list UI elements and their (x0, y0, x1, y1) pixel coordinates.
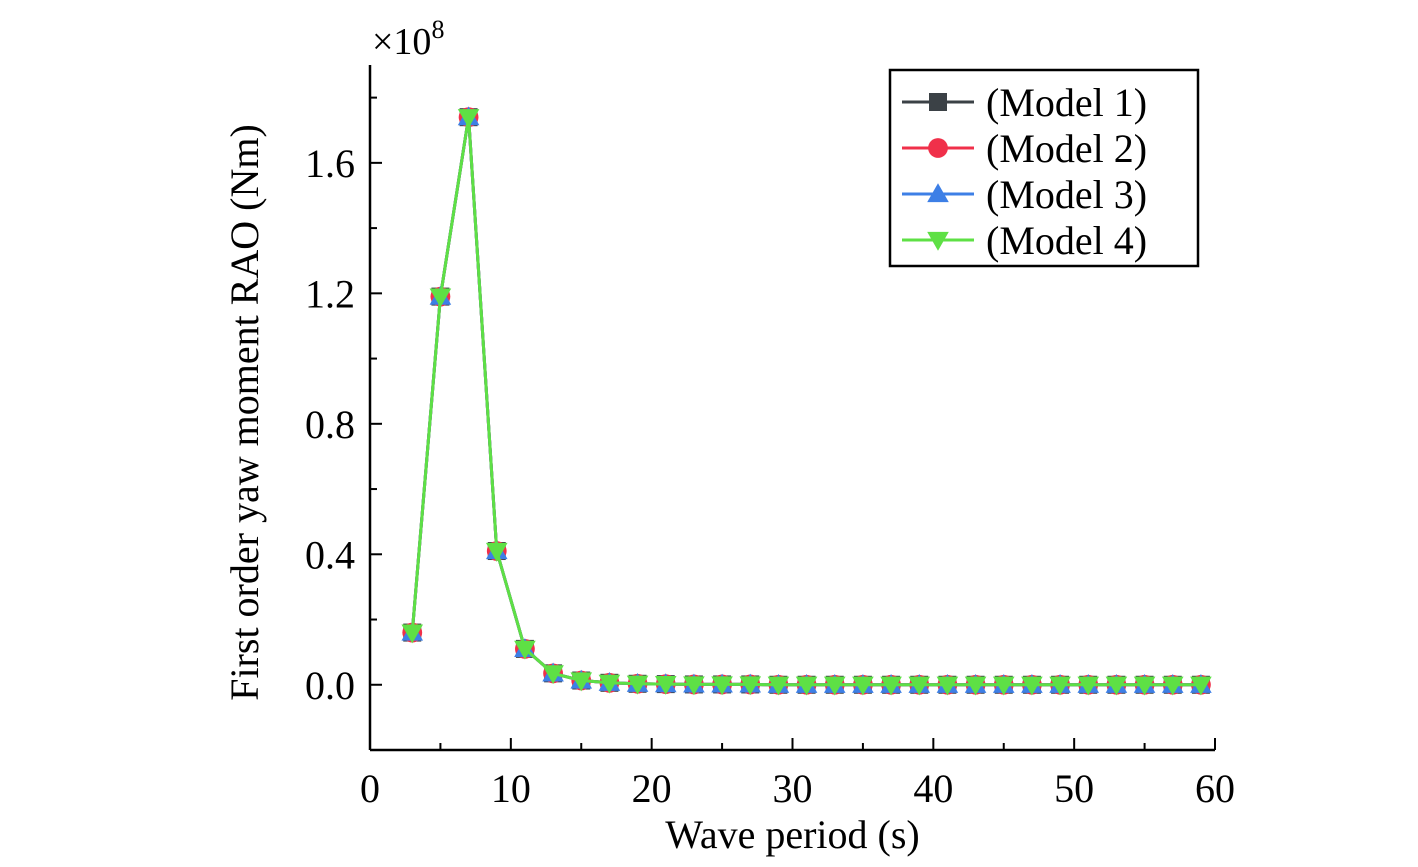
legend-label: (Model 1) (986, 80, 1147, 125)
legend-item: (Model 1) (902, 80, 1147, 125)
legend-label: (Model 3) (986, 172, 1147, 217)
y-multiplier-base: ×10 (372, 21, 431, 63)
data-point (1133, 676, 1156, 696)
x-tick-label: 30 (773, 766, 813, 811)
data-point (964, 676, 987, 696)
legend-marker (928, 138, 948, 158)
data-point (542, 665, 564, 685)
data-point (626, 675, 649, 695)
data-point (598, 674, 621, 694)
x-tick-label: 40 (913, 766, 953, 811)
data-point (1021, 676, 1043, 696)
legend-marker (927, 231, 949, 251)
data-point (992, 676, 1015, 696)
data-point (795, 676, 818, 696)
legend-label: (Model 2) (986, 126, 1147, 171)
data-point (485, 542, 508, 562)
y-tick-label: 0.8 (305, 402, 355, 447)
data-point (767, 676, 790, 696)
x-tick-label: 10 (491, 766, 531, 811)
y-axis-multiplier: ×108 (372, 15, 444, 63)
data-point (570, 672, 593, 692)
y-tick-label: 1.6 (305, 141, 355, 186)
data-point (908, 676, 931, 696)
y-multiplier-exponent: 8 (431, 15, 444, 44)
data-point (852, 676, 874, 696)
legend-marker (929, 93, 947, 111)
data-point (1049, 676, 1071, 696)
legend-label: (Model 4) (986, 218, 1147, 263)
y-axis-label: First order yaw moment RAO (Nm) (222, 124, 267, 701)
data-point (739, 676, 762, 696)
data-point (457, 109, 480, 128)
data-point (401, 624, 424, 644)
data-point (654, 676, 677, 695)
x-axis-label: Wave period (s) (665, 812, 919, 857)
data-point (1105, 676, 1128, 696)
data-point (711, 676, 733, 696)
axes: 0 10 20 30 40 50 60 0.0 0.4 0.8 1.2 1.6 (305, 65, 1235, 811)
data-point (429, 288, 452, 308)
data-point (514, 640, 536, 660)
data-point (936, 676, 959, 696)
y-tick-label: 0.4 (305, 532, 355, 577)
legend-item: (Model 3) (902, 172, 1147, 217)
y-tick-label: 1.2 (305, 271, 355, 316)
data-point (1161, 676, 1184, 696)
series-4 (401, 109, 1212, 696)
legend: (Model 1)(Model 2)(Model 3)(Model 4) (888, 68, 1200, 268)
x-tick-label: 20 (632, 766, 672, 811)
plot-area (401, 106, 1212, 696)
x-tick-label: 60 (1195, 766, 1235, 811)
y-tick-label: 0.0 (305, 663, 355, 708)
legend-marker (927, 183, 949, 203)
data-point (683, 676, 705, 696)
x-tick-label: 0 (360, 766, 380, 811)
legend-item: (Model 2) (902, 126, 1147, 171)
data-point (1077, 676, 1100, 696)
data-point (823, 676, 846, 696)
legend-item: (Model 4) (902, 218, 1147, 263)
x-tick-label: 50 (1054, 766, 1094, 811)
data-point (1190, 676, 1212, 696)
data-point (880, 676, 902, 696)
